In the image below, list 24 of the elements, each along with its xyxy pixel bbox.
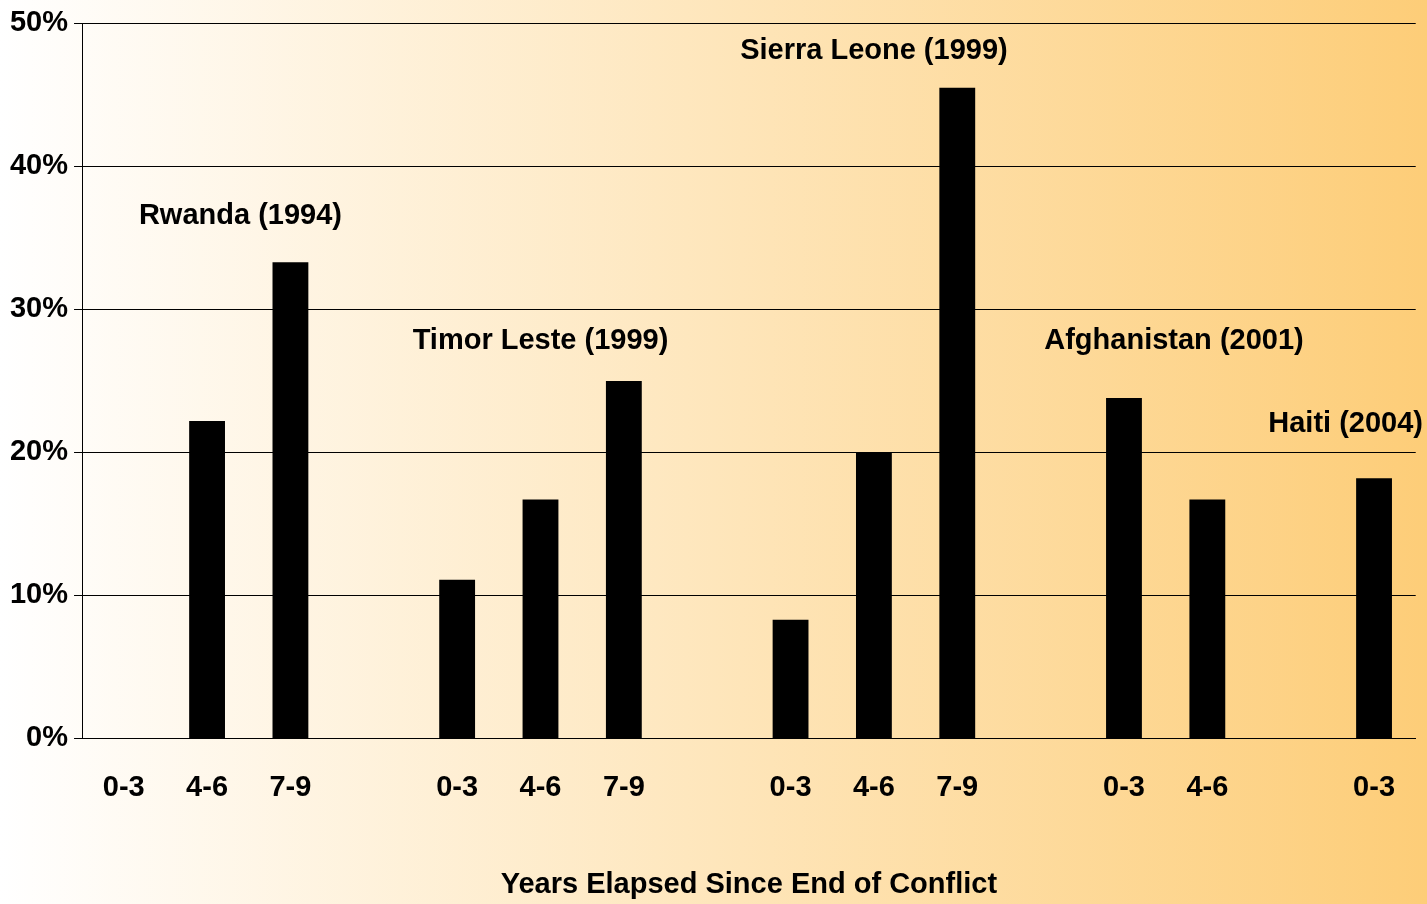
y-tick-label: 40% [10,148,69,181]
x-axis-title: Years Elapsed Since End of Conflict [500,866,998,899]
y-tick-label: 50% [10,5,69,38]
x-tick-label: 7-9 [269,769,312,802]
x-tick-label: 0-3 [102,769,145,802]
x-tick-label: 0-3 [1103,769,1145,802]
annotation: Timor Leste (1999) [412,322,669,355]
y-tick-label: 0% [26,720,69,753]
y-tick-label: 10% [10,577,69,610]
annotation: Haiti (2004) [1268,405,1423,438]
y-tick-label: 30% [10,291,69,324]
x-tick-label: 0-3 [436,769,479,802]
x-tick-label: 4-6 [1186,769,1229,802]
x-tick-label: 4-6 [519,769,562,802]
x-tick-label: 4-6 [186,769,229,802]
x-tick-label: 7-9 [602,769,645,802]
x-tick-label: 0-3 [769,769,812,802]
y-tick-label: 20% [10,434,69,467]
annotation: Afghanistan (2001) [1044,322,1304,355]
x-tick-label: 7-9 [936,769,979,802]
annotation: Sierra Leone (1999) [740,32,1008,65]
x-tick-label: 4-6 [852,769,895,802]
x-tick-label: 0-3 [1353,769,1395,802]
annotation: Rwanda (1994) [138,198,342,231]
